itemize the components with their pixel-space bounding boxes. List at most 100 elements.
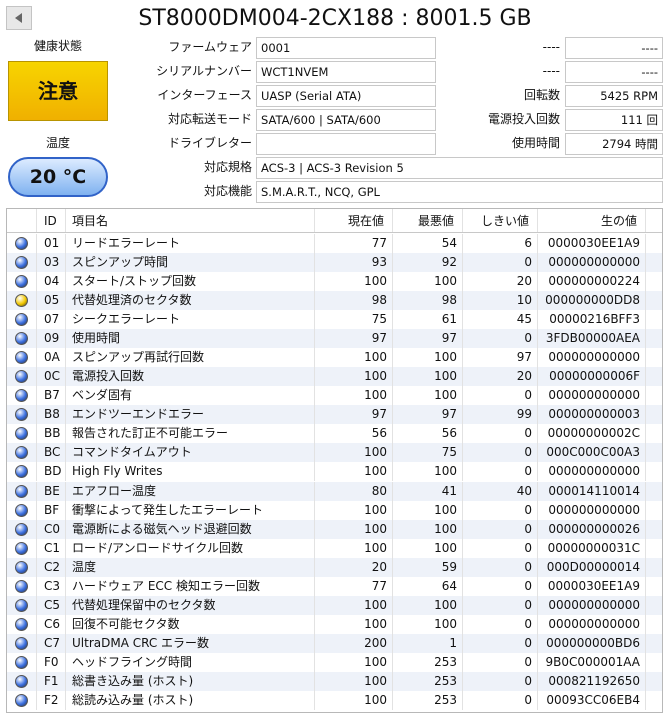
status-icon <box>15 522 28 536</box>
table-row[interactable]: BB 報告された訂正不可能エラー 56 56 0 00000000002C <box>7 424 662 444</box>
cell-raw: 00000216BFF3 <box>538 310 646 330</box>
cell-worst: 100 <box>393 595 463 615</box>
status-icon <box>15 560 28 574</box>
cell-worst: 253 <box>393 690 463 710</box>
cell-worst: 100 <box>393 614 463 634</box>
cell-worst: 41 <box>393 481 463 501</box>
table-row[interactable]: C3 ハードウェア ECC 検知エラー回数 77 64 0 0000030EE1A9 <box>7 576 662 596</box>
header-cell[interactable]: ID <box>37 209 66 232</box>
table-row[interactable]: 03 スピンアップ時間 93 92 0 000000000000 <box>7 253 662 273</box>
table-row[interactable]: 01 リードエラーレート 77 54 6 0000030EE1A9 <box>7 234 662 253</box>
right-info-label: 電源投入回数 <box>487 112 560 126</box>
cell-name: 衝撃によって発生したエラーレート <box>66 500 315 520</box>
status-icon <box>15 351 28 365</box>
info-value: WCT1NVEM <box>256 61 436 83</box>
cell-raw: 000000000224 <box>538 272 646 292</box>
info-value: UASP (Serial ATA) <box>256 85 436 107</box>
table-row[interactable]: 0A スピンアップ再試行回数 100 100 97 000000000000 <box>7 348 662 368</box>
table-row[interactable]: BC コマンドタイムアウト 100 75 0 000C000C00A3 <box>7 443 662 463</box>
cell-raw: 000D00000014 <box>538 557 646 577</box>
status-icon <box>15 484 28 498</box>
cell-name: 代替処理済のセクタ数 <box>66 291 315 311</box>
cell-raw: 000000000000 <box>538 348 646 368</box>
cell-current: 100 <box>315 595 393 615</box>
cell-name: 回復不可能セクタ数 <box>66 614 315 634</box>
cell-id: 09 <box>37 329 66 349</box>
table-row[interactable]: BF 衝撃によって発生したエラーレート 100 100 0 000000000000 <box>7 500 662 520</box>
cell-name: エンドツーエンドエラー <box>66 405 315 425</box>
status-cell <box>7 234 37 253</box>
header-cell[interactable]: 現在値 <box>315 209 393 232</box>
table-row[interactable]: C1 ロード/アンロードサイクル回数 100 100 0 00000000031C <box>7 538 662 558</box>
info-value: 0001 <box>256 37 436 59</box>
header-cell[interactable]: 最悪値 <box>393 209 463 232</box>
status-cell <box>7 291 37 311</box>
header-cell[interactable]: 生の値 <box>538 209 646 232</box>
cell-threshold: 10 <box>463 291 538 311</box>
cell-id: B7 <box>37 386 66 406</box>
health-label: 健康状態 <box>33 39 82 53</box>
table-row[interactable]: 0C 電源投入回数 100 100 20 00000000006F <box>7 367 662 387</box>
header-cell <box>7 209 37 232</box>
table-row[interactable]: C0 電源断による磁気ヘッド退避回数 100 100 0 000000000026 <box>7 519 662 539</box>
table-row[interactable]: F0 ヘッドフライング時間 100 253 0 9B0C000001AA <box>7 652 662 672</box>
cell-threshold: 0 <box>463 671 538 691</box>
cell-worst: 100 <box>393 519 463 539</box>
cell-current: 97 <box>315 405 393 425</box>
cell-threshold: 0 <box>463 462 538 482</box>
cell-raw: 000000000000 <box>538 614 646 634</box>
status-icon <box>15 370 28 384</box>
status-icon <box>15 332 28 346</box>
table-row[interactable]: 07 シークエラーレート 75 61 45 00000216BFF3 <box>7 310 662 330</box>
status-icon <box>15 294 28 308</box>
cell-id: 01 <box>37 234 66 253</box>
cell-name: エアフロー温度 <box>66 481 315 501</box>
table-row[interactable]: B8 エンドツーエンドエラー 97 97 99 000000000003 <box>7 405 662 425</box>
cell-threshold: 0 <box>463 424 538 444</box>
cell-current: 200 <box>315 633 393 653</box>
cell-name: コマンドタイムアウト <box>66 443 315 463</box>
table-row[interactable]: BE エアフロー温度 80 41 40 000014110014 <box>7 481 662 501</box>
header-cell[interactable]: しきい値 <box>463 209 538 232</box>
table-row[interactable]: F1 総書き込み量 (ホスト) 100 253 0 000821192650 <box>7 671 662 691</box>
back-button[interactable] <box>6 6 32 30</box>
cell-threshold: 0 <box>463 329 538 349</box>
cell-current: 100 <box>315 367 393 387</box>
cell-current: 77 <box>315 234 393 253</box>
status-cell <box>7 462 37 482</box>
cell-worst: 56 <box>393 424 463 444</box>
info-label: ファームウェア <box>168 40 252 54</box>
table-row[interactable]: 04 スタート/ストップ回数 100 100 20 000000000224 <box>7 272 662 292</box>
table-row[interactable]: C6 回復不可能セクタ数 100 100 0 000000000000 <box>7 614 662 634</box>
cell-name: シークエラーレート <box>66 310 315 330</box>
cell-worst: 100 <box>393 538 463 558</box>
table-row[interactable]: C2 温度 20 59 0 000D00000014 <box>7 557 662 577</box>
cell-name: High Fly Writes <box>66 462 315 482</box>
status-icon <box>15 256 28 270</box>
cell-worst: 98 <box>393 291 463 311</box>
table-row[interactable]: B7 ベンダ固有 100 100 0 000000000000 <box>7 386 662 406</box>
cell-id: 07 <box>37 310 66 330</box>
table-row[interactable]: F2 総読み込み量 (ホスト) 100 253 0 00093CC06EB4 <box>7 690 662 710</box>
cell-id: C7 <box>37 633 66 653</box>
cell-raw: 0000030EE1A9 <box>538 576 646 596</box>
cell-threshold: 99 <box>463 405 538 425</box>
table-row[interactable]: 09 使用時間 97 97 0 3FDB00000AEA <box>7 329 662 349</box>
info-value: S.M.A.R.T., NCQ, GPL <box>256 181 663 203</box>
cell-name: ベンダ固有 <box>66 386 315 406</box>
cell-current: 100 <box>315 538 393 558</box>
cell-threshold: 0 <box>463 253 538 273</box>
header-cell[interactable]: 項目名 <box>66 209 315 232</box>
cell-raw: 000C000C00A3 <box>538 443 646 463</box>
table-row[interactable]: C5 代替処理保留中のセクタ数 100 100 0 000000000000 <box>7 595 662 615</box>
cell-current: 100 <box>315 272 393 292</box>
cell-worst: 97 <box>393 405 463 425</box>
table-row[interactable]: BD High Fly Writes 100 100 0 000000000000 <box>7 462 662 482</box>
info-label: シリアルナンバー <box>156 64 252 78</box>
cell-threshold: 20 <box>463 367 538 387</box>
status-cell <box>7 519 37 539</box>
status-cell <box>7 481 37 501</box>
table-row[interactable]: C7 UltraDMA CRC エラー数 200 1 0 000000000BD6 <box>7 633 662 653</box>
table-row[interactable]: 05 代替処理済のセクタ数 98 98 10 000000000DD8 <box>7 291 662 311</box>
status-cell <box>7 424 37 444</box>
